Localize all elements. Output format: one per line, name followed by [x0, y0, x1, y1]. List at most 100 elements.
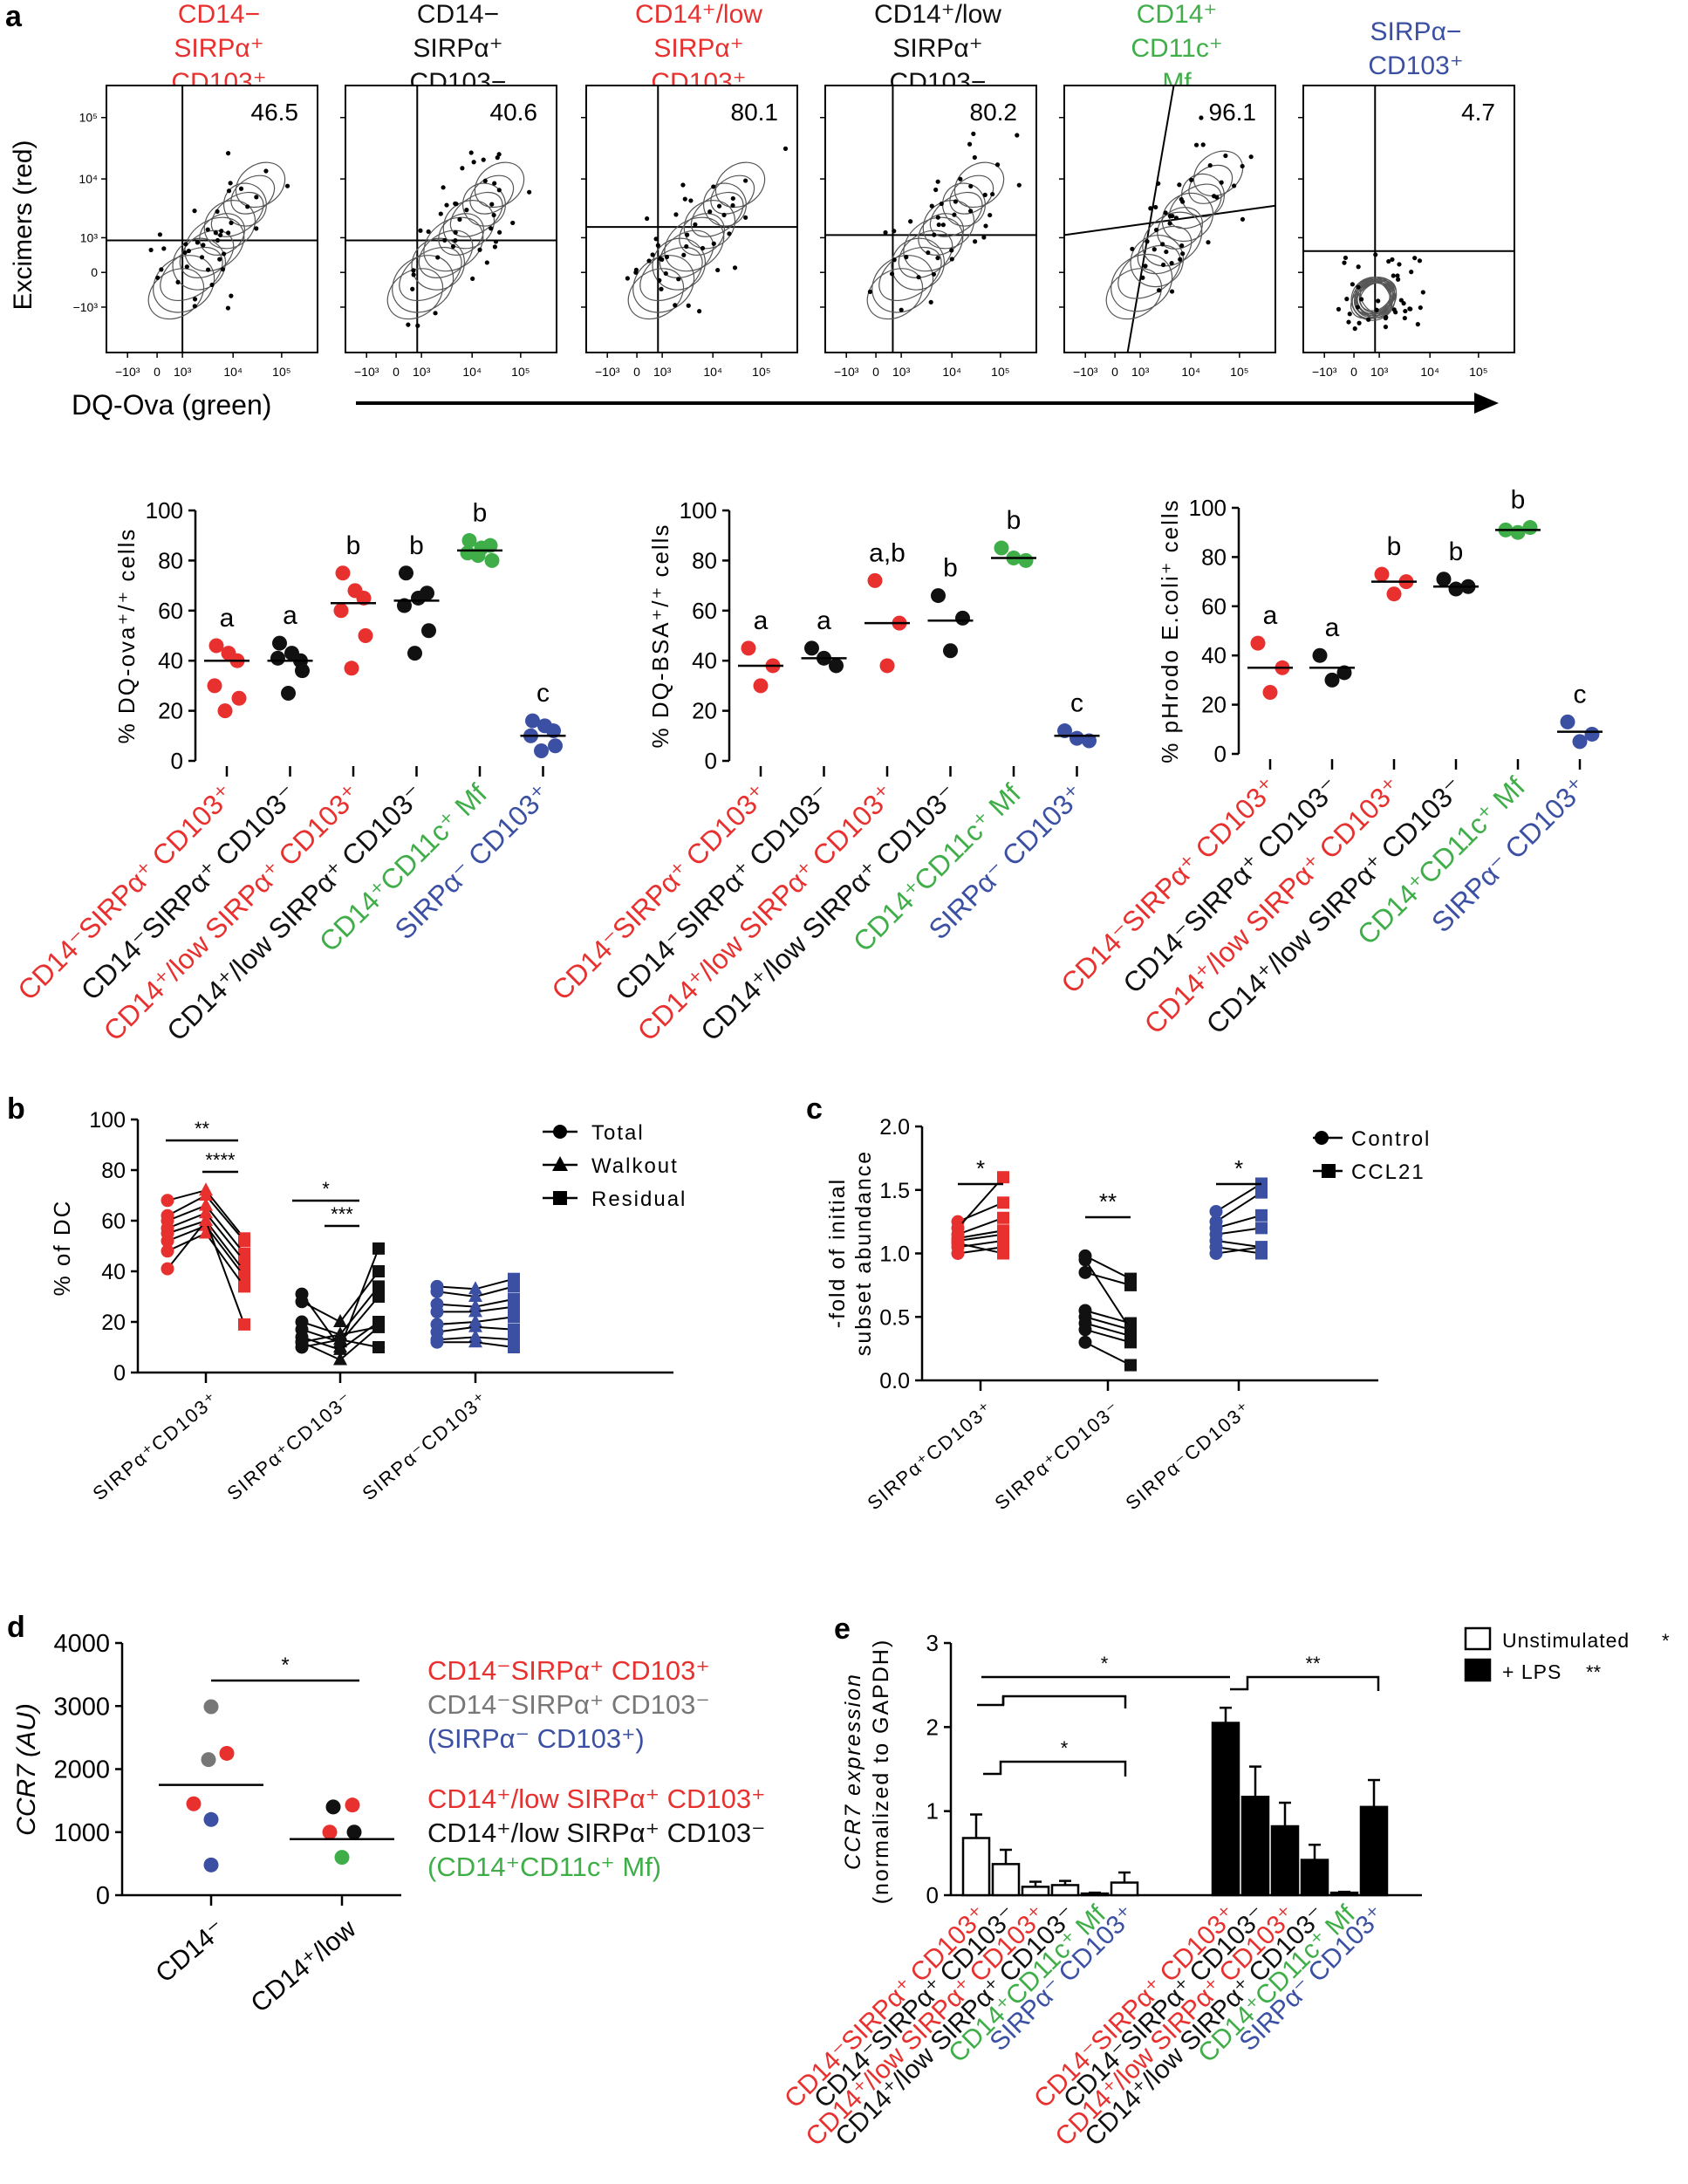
walkout-marker	[333, 1314, 347, 1327]
event-dot	[491, 212, 496, 218]
walkout-marker	[468, 1318, 482, 1332]
y-tick-label: 80	[158, 547, 183, 573]
event-dot	[468, 150, 474, 155]
event-dot	[707, 209, 713, 215]
data-point	[295, 663, 310, 679]
significance-bracket	[1230, 1675, 1380, 1691]
control-marker	[1209, 1204, 1223, 1218]
event-dot	[676, 277, 681, 282]
significance-letter: b	[1387, 532, 1402, 561]
data-point	[1572, 734, 1588, 750]
event-dot	[682, 196, 687, 202]
contour-line	[1157, 207, 1203, 250]
walkout-marker	[333, 1341, 347, 1355]
pair-line	[1215, 1227, 1262, 1236]
event-dot	[1397, 262, 1402, 267]
event-dot	[1167, 214, 1172, 219]
data-point	[1560, 714, 1575, 729]
y-tick-label: 20	[101, 1311, 126, 1335]
event-dot	[958, 176, 963, 181]
y-tick-label: 20	[158, 698, 183, 724]
legend-marker-total	[553, 1125, 567, 1139]
event-dot	[510, 220, 516, 226]
event-dot	[653, 236, 659, 242]
event-dot	[932, 232, 937, 237]
y-tick-label: 0	[926, 1882, 939, 1908]
significance-letter: b	[1007, 506, 1022, 535]
x-tick-label: 0	[1111, 365, 1118, 379]
contour-line	[1161, 192, 1214, 243]
event-dot	[1167, 221, 1172, 226]
event-dot	[229, 220, 234, 225]
ccl21-marker	[1255, 1208, 1268, 1222]
event-dot	[953, 199, 958, 204]
lps-bar	[1240, 1796, 1270, 1897]
y-tick-label: −10³	[73, 300, 99, 314]
y-tick-label: 0	[171, 748, 183, 774]
residual-marker	[372, 1265, 385, 1277]
event-dot	[743, 178, 748, 183]
y-axis-label: subset abundance	[851, 1150, 876, 1356]
residual-marker	[238, 1280, 250, 1293]
event-dot	[1393, 310, 1398, 315]
walkout-marker	[468, 1281, 482, 1295]
walkout-marker	[199, 1188, 213, 1201]
event-dot	[406, 322, 411, 327]
event-dot	[1164, 249, 1169, 255]
event-dot	[1412, 256, 1418, 261]
event-dot	[1153, 227, 1159, 233]
event-dot	[686, 303, 691, 308]
event-dot	[157, 232, 163, 237]
x-tick-label: 0	[1350, 365, 1357, 379]
event-dot	[186, 248, 191, 254]
significance-letter: a	[754, 606, 769, 635]
data-point	[994, 540, 1009, 556]
event-dot	[968, 183, 974, 188]
gate-line	[1126, 85, 1175, 353]
contour-line	[1359, 279, 1391, 314]
contour-line	[179, 229, 235, 278]
significance-letter: a,b	[869, 538, 906, 567]
event-dot	[477, 247, 482, 252]
event-dot	[936, 222, 941, 228]
x-tick-label: 10⁵	[752, 365, 770, 379]
y-tick-label: 1.0	[879, 1243, 910, 1267]
panel-c-chart: c 0.0 0.5 1.0 1.5 2.0 -fold of initial subset a…	[806, 1092, 1429, 1515]
data-point	[322, 1825, 338, 1840]
legend-swatch	[1464, 1658, 1492, 1682]
contour-line	[1351, 277, 1398, 319]
event-dot	[716, 203, 722, 209]
event-dot	[219, 229, 224, 234]
category-label: SIRPα⁺CD103⁺	[88, 1387, 222, 1505]
event-dot	[415, 323, 420, 328]
lps-bar	[1300, 1859, 1329, 1897]
event-dot	[1390, 257, 1395, 263]
data-point	[461, 532, 477, 548]
unstimulated-bar	[961, 1837, 991, 1897]
y-tick-label: 40	[1201, 642, 1227, 668]
pair-line	[1084, 1310, 1131, 1325]
ccl21-marker	[1124, 1336, 1137, 1349]
contour-line	[949, 175, 994, 215]
contour-line	[411, 237, 465, 291]
flow-header-line: SIRPα⁺	[653, 34, 743, 63]
flow-header-line: SIRPα⁺	[413, 34, 502, 63]
contour-line	[941, 182, 986, 227]
contour-line	[683, 200, 736, 250]
event-dot	[732, 265, 738, 270]
flow-header-line: CD14⁺/low	[635, 0, 762, 29]
event-dot	[685, 232, 690, 237]
event-dot	[1347, 312, 1352, 317]
y-tick-label: 0	[91, 265, 98, 279]
event-dot	[192, 297, 198, 302]
data-point	[186, 1796, 202, 1811]
y-tick-label: 80	[692, 547, 717, 573]
category-label: SIRPα⁺CD103⁺	[863, 1397, 997, 1515]
event-dot	[1342, 260, 1347, 265]
legend-marker-ccl21	[1322, 1164, 1336, 1178]
event-dot	[935, 179, 940, 184]
event-dot	[199, 255, 205, 260]
event-dot	[1160, 262, 1166, 268]
x-tick-label: 10³	[1131, 365, 1150, 379]
event-dot	[411, 268, 416, 273]
